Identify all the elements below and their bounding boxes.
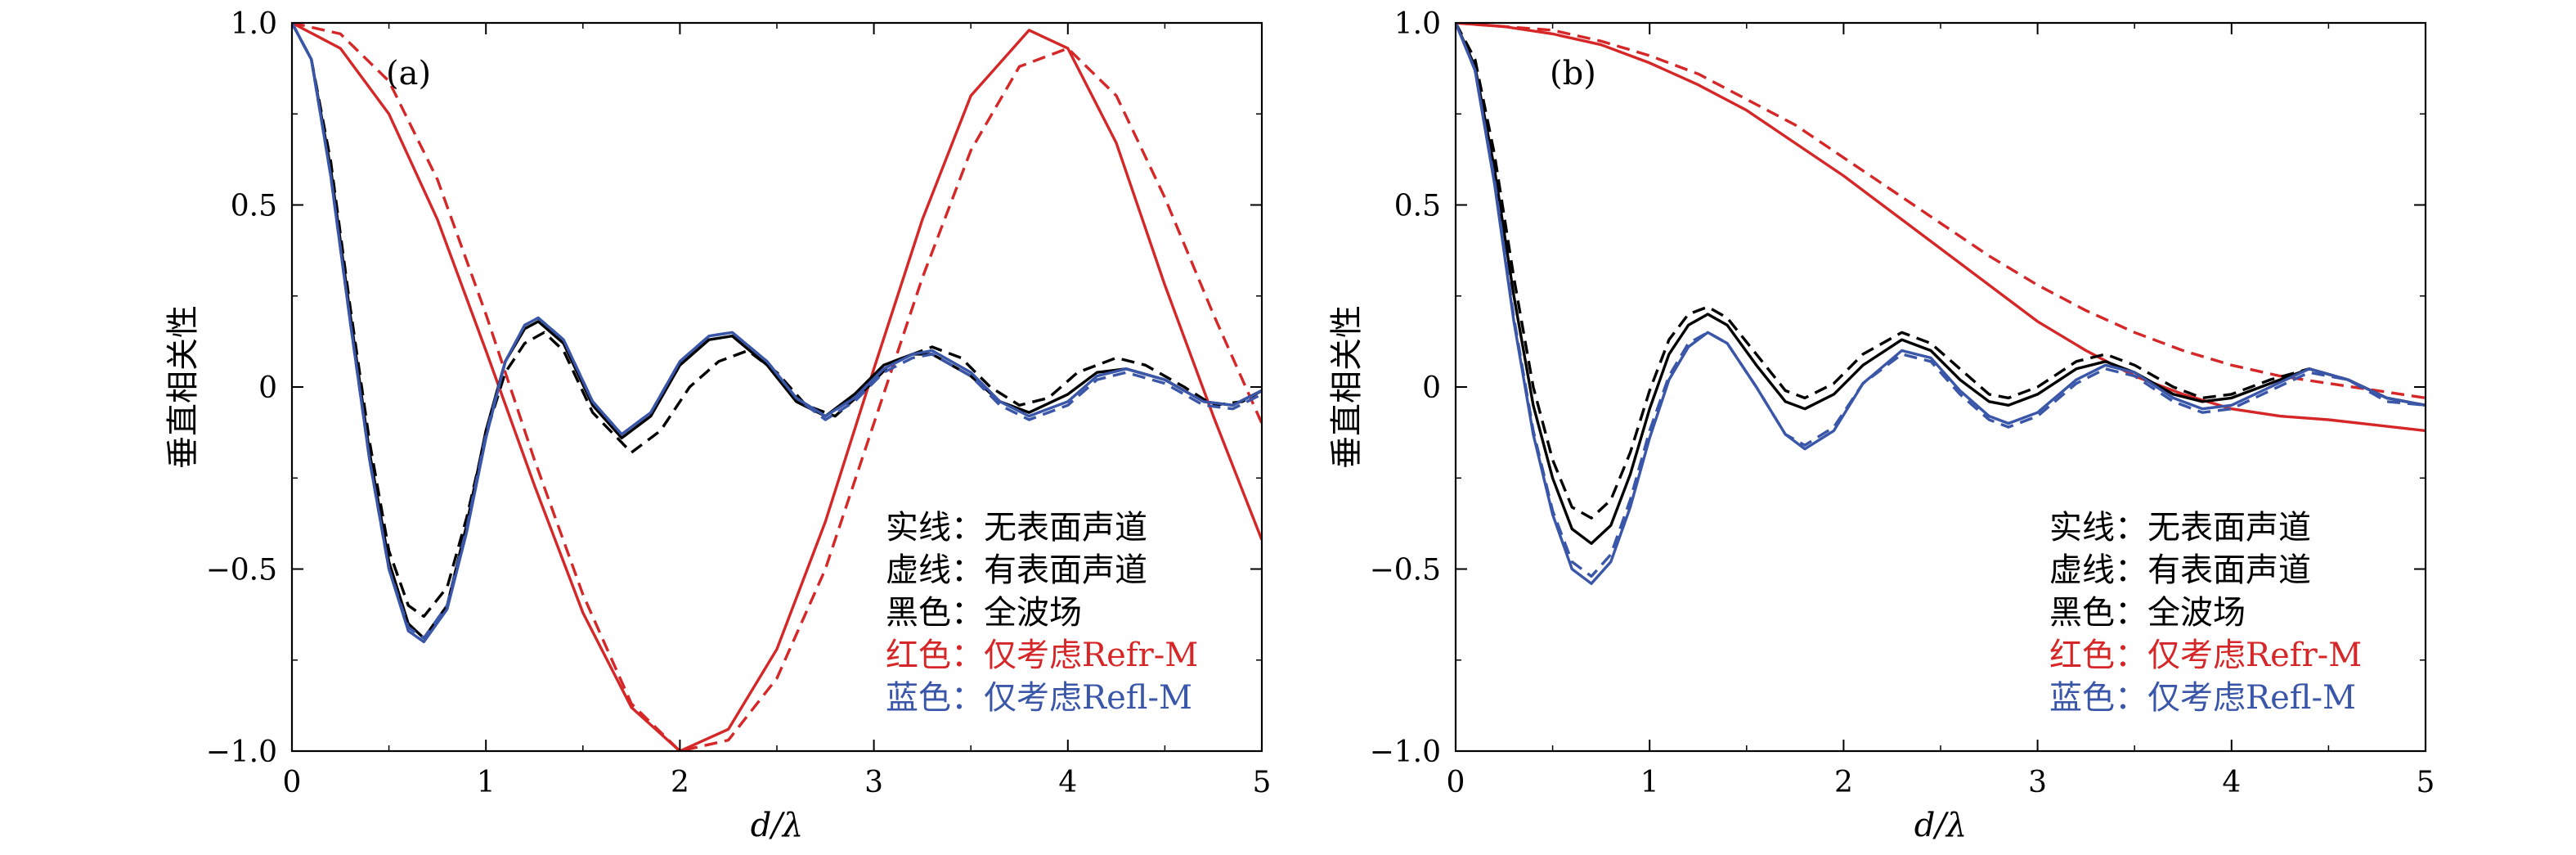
legend-entry: 实线：无表面声道: [2049, 509, 2311, 547]
x-tick-label: 1: [1640, 766, 1659, 799]
y-tick-label: 0: [258, 371, 277, 405]
series-line-2-solid: [1456, 23, 2426, 545]
legend-entry: 虚线：有表面声道: [886, 551, 1147, 589]
series-line-4-solid: [292, 23, 1262, 644]
y-tick-label: −1.0: [206, 736, 277, 769]
series-line-0-solid: [292, 23, 1262, 751]
x-tick-label: 2: [1834, 766, 1853, 799]
series-line-5-dashed: [292, 23, 1262, 640]
y-tick-label: −0.5: [1370, 554, 1441, 587]
x-tick-label: 0: [283, 766, 302, 799]
legend-entry: 黑色：全波场: [886, 594, 1082, 632]
x-tick-label: 4: [1058, 766, 1077, 799]
panel-label: (b): [1550, 55, 1596, 92]
y-tick-label: 0: [1422, 371, 1441, 405]
x-tick-label: 5: [1253, 766, 1272, 799]
series-line-3-dashed: [1456, 23, 2426, 520]
legend-entry: 蓝色：仅考虑Refl-M: [2049, 679, 2356, 717]
series-line-2-solid: [292, 23, 1262, 640]
x-axis-label: d/λ: [1914, 807, 1967, 844]
x-tick-label: 0: [1447, 766, 1465, 799]
legend-entry: 虚线：有表面声道: [2049, 551, 2311, 589]
x-tick-label: 3: [864, 766, 883, 799]
legend-entry: 红色：仅考虑Refr-M: [886, 637, 1198, 674]
y-tick-label: 0.5: [231, 190, 277, 223]
x-tick-label: 4: [2222, 766, 2241, 799]
y-tick-label: 1.0: [1394, 7, 1441, 41]
series-line-3-dashed: [292, 23, 1262, 619]
legend-entry: 黑色：全波场: [2049, 594, 2246, 632]
x-tick-label: 1: [477, 766, 496, 799]
y-tick-label: −1.0: [1370, 736, 1441, 769]
chart-panel-a: 0 1 2 3 4 5 1.0 0.5 0 −0.5 −1.0 d/λ 垂直相关性 (a) 实线：无表面声道…: [164, 7, 1271, 844]
series-line-1-dashed: [292, 23, 1262, 751]
y-axis-label: 垂直相关性: [164, 305, 202, 469]
series-line-1-dashed: [1456, 23, 2426, 400]
x-tick-label: 2: [671, 766, 689, 799]
x-tick-label: 3: [2028, 766, 2047, 799]
y-tick-label: 0.5: [1394, 190, 1441, 223]
series-line-4-solid: [1456, 23, 2426, 585]
x-tick-label: 5: [2417, 766, 2435, 799]
legend-entry: 红色：仅考虑Refr-M: [2049, 637, 2362, 674]
x-axis-label: d/λ: [751, 807, 803, 844]
y-tick-label: −0.5: [206, 554, 277, 587]
chart-panel-b: 0 1 2 3 4 5 1.0 0.5 0 −0.5 −1.0 d/λ 垂直相关性 (b) 实线：无表面声道…: [1328, 7, 2435, 844]
y-axis-label: 垂直相关性: [1328, 305, 1366, 469]
panel-label: (a): [386, 55, 431, 92]
series-line-0-solid: [1456, 23, 2426, 433]
legend-entry: 蓝色：仅考虑Refl-M: [886, 679, 1192, 717]
legend-entry: 实线：无表面声道: [886, 509, 1147, 547]
series-group: [1456, 23, 2426, 585]
series-group: [292, 23, 1262, 751]
series-line-5-dashed: [1456, 23, 2426, 578]
y-tick-label: 1.0: [231, 7, 277, 41]
